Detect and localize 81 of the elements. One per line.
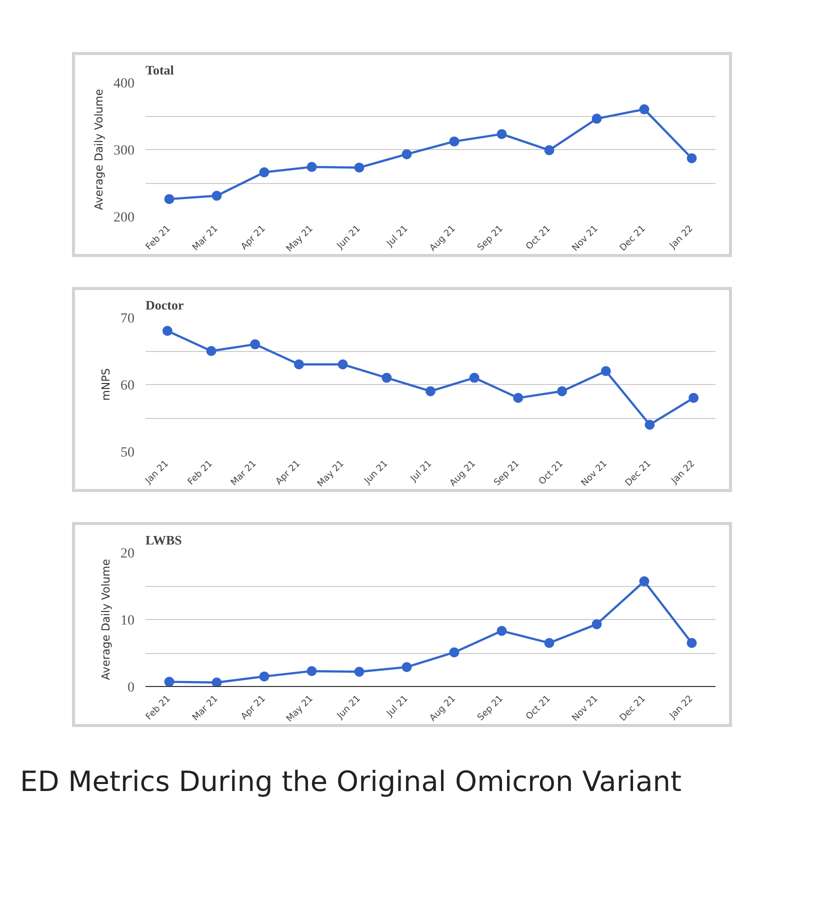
point — [544, 145, 554, 156]
y-tick-label: 60 — [120, 378, 134, 394]
x-tick-label: Mar 21 — [229, 458, 259, 488]
point — [686, 153, 697, 164]
y-tick-label: 20 — [120, 546, 134, 562]
x-tick-label: Sep 21 — [476, 694, 506, 724]
y-tick-label: 300 — [114, 144, 134, 158]
point — [402, 149, 412, 160]
y-axis-title: Average Daily Volume — [100, 558, 112, 680]
x-tick-label: Jan 22 — [668, 224, 696, 252]
x-tick-label: Apr 21 — [240, 224, 268, 252]
point — [338, 359, 348, 370]
x-tick-label: Apr 21 — [274, 458, 303, 488]
point — [688, 392, 699, 403]
point — [639, 576, 650, 586]
x-tick-label: Feb 21 — [186, 458, 215, 488]
x-tick-label: Feb 21 — [144, 694, 173, 722]
x-tick-label: Jun 21 — [334, 224, 363, 252]
x-tick-label: Jul 21 — [384, 224, 410, 250]
point — [600, 366, 611, 376]
point — [557, 386, 568, 396]
point — [294, 359, 304, 370]
x-tick-label: Mar 21 — [191, 224, 220, 254]
point — [496, 626, 507, 636]
x-tick-label: Dec 21 — [618, 694, 648, 724]
x-tick-label: Jul 21 — [408, 458, 434, 485]
chart-title: LWBS — [146, 532, 182, 548]
x-tick-label: Dec 21 — [618, 224, 648, 254]
x-tick-label: Mar 21 — [191, 694, 220, 724]
x-tick-label: Jun 21 — [334, 694, 363, 722]
y-tick-label: 200 — [114, 210, 134, 226]
point — [382, 372, 392, 383]
x-tick-label: Apr 21 — [240, 694, 268, 722]
point — [354, 162, 364, 173]
point — [212, 190, 222, 201]
y-tick-label: 400 — [114, 76, 134, 92]
chart-title: Total — [146, 62, 174, 78]
point — [354, 666, 364, 677]
point — [259, 167, 270, 178]
point — [250, 339, 260, 350]
point — [469, 372, 480, 383]
x-tick-label: Sep 21 — [492, 458, 522, 488]
x-tick-label: Oct 21 — [537, 458, 566, 488]
x-tick-label: Oct 21 — [524, 224, 553, 252]
point — [162, 326, 172, 336]
point — [306, 666, 317, 676]
x-tick-label: Dec 21 — [624, 458, 654, 488]
point — [306, 162, 317, 172]
x-tick-label: Jul 21 — [384, 694, 410, 720]
x-tick-label: Jun 21 — [362, 458, 390, 487]
x-tick-label: Jan 21 — [143, 458, 171, 487]
point — [686, 638, 697, 648]
y-tick-label: 0 — [128, 680, 134, 696]
point — [496, 129, 507, 140]
point — [402, 662, 412, 672]
point — [592, 114, 602, 124]
point — [164, 194, 174, 204]
x-tick-label: Feb 21 — [144, 224, 173, 252]
y-axis-title: Average Daily Volume — [92, 88, 106, 210]
point — [259, 671, 270, 682]
x-tick-label: Sep 21 — [476, 224, 506, 254]
point — [544, 638, 554, 648]
point — [513, 392, 524, 403]
point — [449, 136, 460, 146]
chart-title: Doctor — [146, 298, 184, 312]
point — [644, 420, 655, 430]
point — [449, 647, 460, 658]
y-tick-label: 10 — [120, 614, 134, 628]
point — [639, 104, 650, 114]
point — [164, 676, 174, 686]
y-tick-label: 50 — [120, 446, 134, 460]
text: ED Metrics During the Original Omicron Variant — [20, 764, 682, 800]
x-tick-label: Oct 21 — [524, 694, 553, 722]
point — [592, 619, 602, 630]
y-axis-title: mNPS — [100, 368, 112, 401]
point — [212, 677, 222, 686]
y-tick-label: 70 — [120, 312, 134, 326]
x-tick-label: Jan 22 — [669, 458, 698, 487]
x-tick-label: Jan 22 — [668, 694, 696, 722]
point — [426, 386, 436, 396]
point — [206, 346, 216, 356]
